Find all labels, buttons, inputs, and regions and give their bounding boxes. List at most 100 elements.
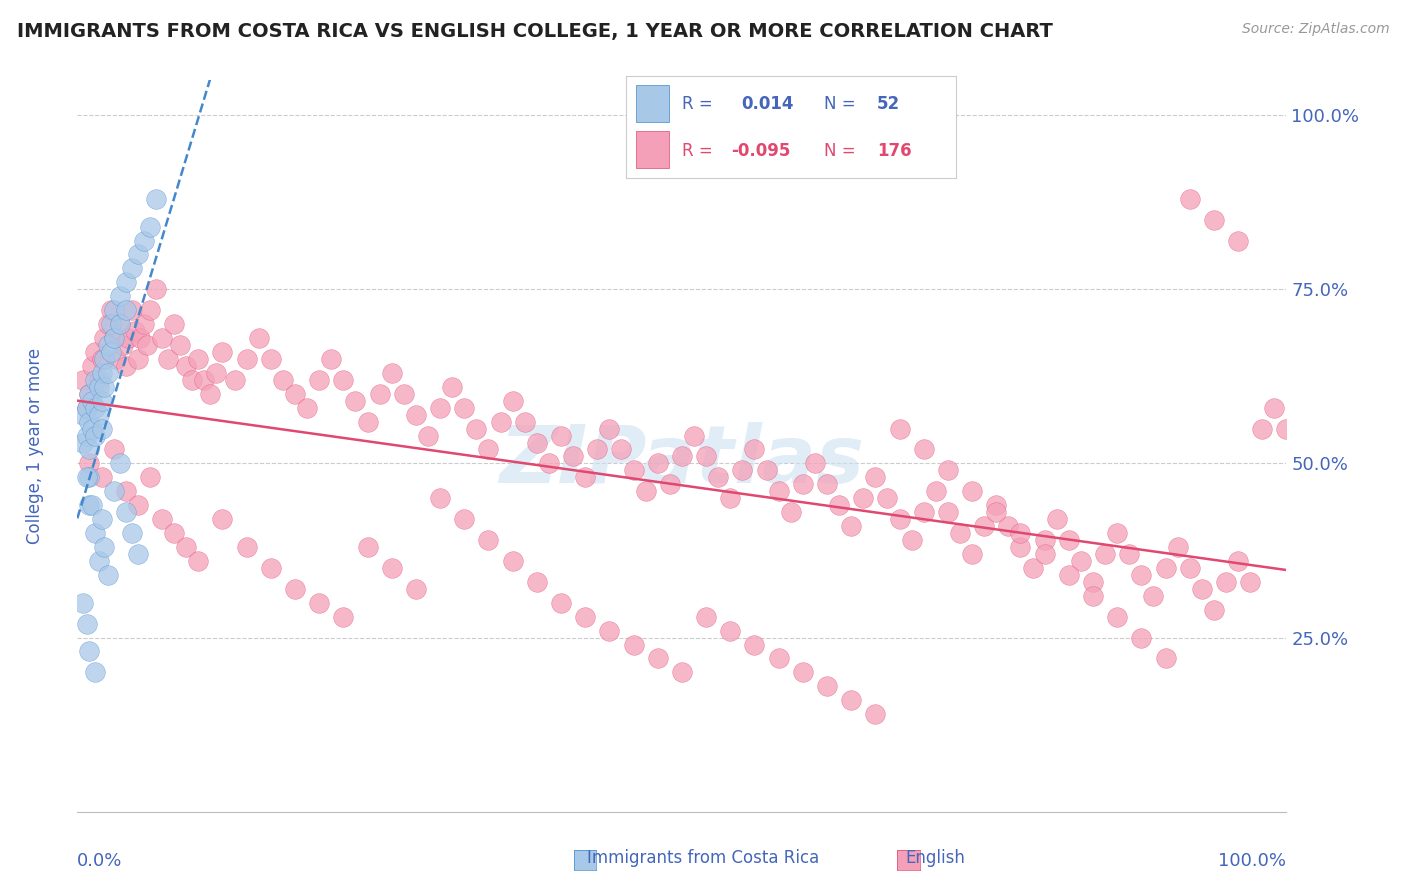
Point xyxy=(1142,589,1164,603)
Text: 52: 52 xyxy=(877,95,900,112)
Point xyxy=(502,393,524,408)
Point xyxy=(744,638,766,652)
Point xyxy=(405,582,427,596)
Point xyxy=(114,303,136,318)
Point xyxy=(139,303,162,318)
Point xyxy=(205,366,228,380)
Point xyxy=(889,512,911,526)
Point xyxy=(332,609,354,624)
Point xyxy=(936,505,959,519)
Point xyxy=(308,596,330,610)
Point xyxy=(84,428,107,442)
Point xyxy=(647,457,669,471)
Point xyxy=(658,477,681,491)
Point xyxy=(260,351,283,366)
Point xyxy=(76,470,98,484)
Point xyxy=(1227,554,1250,568)
Point xyxy=(103,331,125,345)
Point xyxy=(598,421,620,435)
Point xyxy=(93,540,115,554)
Point xyxy=(683,428,706,442)
Point xyxy=(839,693,862,707)
Point xyxy=(973,519,995,533)
Point xyxy=(145,192,167,206)
Point xyxy=(429,401,451,415)
Point xyxy=(90,351,112,366)
Point xyxy=(718,624,741,638)
Point xyxy=(72,596,94,610)
Point xyxy=(84,373,107,387)
Point xyxy=(114,275,136,289)
Point xyxy=(108,317,131,331)
Point xyxy=(150,331,173,345)
Point xyxy=(80,498,103,512)
Point xyxy=(121,526,143,541)
Point xyxy=(634,484,657,499)
Point xyxy=(211,512,233,526)
Point xyxy=(477,533,499,547)
Point xyxy=(80,393,103,408)
Point xyxy=(114,505,136,519)
Point xyxy=(332,373,354,387)
Text: 0.0%: 0.0% xyxy=(77,852,122,870)
Point xyxy=(1081,574,1104,589)
Point xyxy=(671,450,693,464)
Point xyxy=(79,386,101,401)
Point xyxy=(132,234,155,248)
Point xyxy=(1154,651,1177,665)
Point xyxy=(865,707,887,722)
Point xyxy=(157,351,180,366)
Point xyxy=(1057,533,1080,547)
Text: Immigrants from Costa Rica: Immigrants from Costa Rica xyxy=(586,849,820,867)
Point xyxy=(87,554,110,568)
Point xyxy=(960,484,983,499)
Point xyxy=(90,393,112,408)
Point xyxy=(671,665,693,680)
Point xyxy=(574,609,596,624)
Point xyxy=(121,261,143,276)
Point xyxy=(174,540,197,554)
Point xyxy=(912,442,935,457)
Text: ZIPatlas: ZIPatlas xyxy=(499,422,865,500)
Point xyxy=(815,477,838,491)
Point xyxy=(453,512,475,526)
Text: 100.0%: 100.0% xyxy=(1219,852,1286,870)
Point xyxy=(100,303,122,318)
Point xyxy=(1070,554,1092,568)
Point xyxy=(900,533,922,547)
Point xyxy=(1046,512,1069,526)
Point xyxy=(132,317,155,331)
Point xyxy=(76,401,98,415)
Point xyxy=(1107,609,1129,624)
Point xyxy=(1178,192,1201,206)
Point xyxy=(308,373,330,387)
Point xyxy=(211,345,233,359)
Point xyxy=(108,317,131,331)
Point xyxy=(623,638,645,652)
Point xyxy=(695,609,717,624)
FancyBboxPatch shape xyxy=(636,85,669,122)
Point xyxy=(93,331,115,345)
Point xyxy=(574,470,596,484)
Point xyxy=(76,401,98,415)
Point xyxy=(96,366,118,380)
Point xyxy=(295,401,318,415)
Point xyxy=(1167,540,1189,554)
Point xyxy=(960,547,983,561)
Point xyxy=(392,386,415,401)
Point xyxy=(87,408,110,422)
Point xyxy=(90,421,112,435)
Point xyxy=(381,561,404,575)
Point xyxy=(90,366,112,380)
Point xyxy=(453,401,475,415)
Point xyxy=(1191,582,1213,596)
Point xyxy=(852,491,875,506)
Point xyxy=(356,540,378,554)
Text: 176: 176 xyxy=(877,142,911,160)
Point xyxy=(356,415,378,429)
Point xyxy=(79,386,101,401)
Point xyxy=(163,317,186,331)
Point xyxy=(1107,526,1129,541)
Point xyxy=(136,338,159,352)
Point xyxy=(247,331,270,345)
